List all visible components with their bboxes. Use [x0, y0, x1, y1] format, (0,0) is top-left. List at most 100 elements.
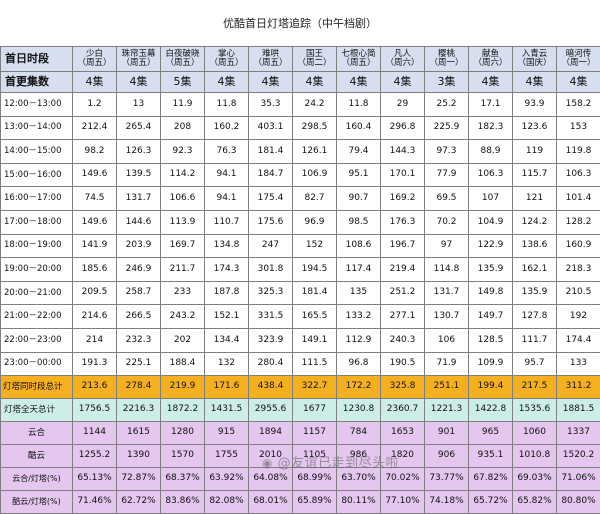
show-header: 难哄（周五） — [249, 47, 293, 72]
value-cell: 188.4 — [161, 352, 205, 376]
value-cell: 901 — [425, 422, 469, 445]
value-cell: 63.92% — [205, 468, 249, 491]
value-cell: 90.7 — [337, 187, 381, 211]
value-cell: 135.9 — [513, 281, 557, 305]
value-cell: 74.5 — [73, 187, 117, 211]
episodes-cell: 4集 — [337, 72, 381, 93]
value-cell: 182.3 — [469, 116, 513, 140]
value-cell: 1520.2 — [557, 445, 600, 468]
page: 优酷首日灯塔追踪（中午档剧） 首日时段少白（周五）珠帘玉幕（周五）白夜破晓（周五… — [0, 0, 600, 484]
value-cell: 438.4 — [249, 376, 293, 399]
value-cell: 104.9 — [469, 210, 513, 234]
value-cell: 246.9 — [117, 258, 161, 282]
value-cell: 296.8 — [381, 116, 425, 140]
value-cell: 192 — [557, 305, 600, 329]
value-cell: 110.7 — [205, 210, 249, 234]
value-cell: 126.3 — [117, 140, 161, 164]
value-cell: 181.4 — [249, 140, 293, 164]
value-cell: 232.3 — [117, 328, 161, 352]
value-cell: 109.9 — [469, 352, 513, 376]
value-cell: 149.7 — [469, 305, 513, 329]
value-cell: 94.1 — [205, 187, 249, 211]
value-cell: 122.9 — [469, 234, 513, 258]
value-cell: 72.87% — [117, 468, 161, 491]
show-header: 少白（周五） — [73, 47, 117, 72]
value-cell: 152 — [293, 234, 337, 258]
value-cell: 65.13% — [73, 468, 117, 491]
value-cell: 225.1 — [117, 352, 161, 376]
time-slot-label: 13:00－14:00 — [1, 116, 73, 140]
value-cell: 185.6 — [73, 258, 117, 282]
value-cell: 160.4 — [337, 116, 381, 140]
value-cell: 280.4 — [249, 352, 293, 376]
show-weekday: （周五） — [117, 59, 160, 68]
comparison-label: 酷云/灯塔(%) — [1, 491, 73, 514]
value-cell: 214.6 — [73, 305, 117, 329]
show-header: 暗河传（周一） — [557, 47, 600, 72]
value-cell: 171.6 — [205, 376, 249, 399]
value-cell: 128.5 — [469, 328, 513, 352]
value-cell: 101.4 — [557, 187, 600, 211]
value-cell: 218.3 — [557, 258, 600, 282]
value-cell: 322.7 — [293, 376, 337, 399]
value-cell: 144.3 — [381, 140, 425, 164]
show-header: 凡人（周六） — [381, 47, 425, 72]
value-cell: 325.8 — [381, 376, 425, 399]
value-cell: 190.5 — [381, 352, 425, 376]
show-weekday: （周六） — [381, 59, 424, 68]
value-cell: 278.4 — [117, 376, 161, 399]
show-header: 掌心（周五） — [205, 47, 249, 72]
watermark: ◉ @友谊已走到尽头啦 — [262, 452, 399, 471]
show-header: 国王（周二） — [293, 47, 337, 72]
value-cell: 144.6 — [117, 210, 161, 234]
value-cell: 965 — [469, 422, 513, 445]
value-cell: 108.6 — [337, 234, 381, 258]
value-cell: 82.7 — [293, 187, 337, 211]
value-cell: 175.6 — [249, 210, 293, 234]
show-weekday: （周二） — [293, 59, 336, 68]
value-cell: 117.4 — [337, 258, 381, 282]
value-cell: 258.7 — [117, 281, 161, 305]
value-cell: 119.8 — [557, 140, 600, 164]
value-cell: 210.5 — [557, 281, 600, 305]
show-header: 献鱼（周六） — [469, 47, 513, 72]
episodes-cell: 4集 — [381, 72, 425, 93]
value-cell: 96.9 — [293, 210, 337, 234]
episodes-cell: 4集 — [117, 72, 161, 93]
value-cell: 1255.2 — [73, 445, 117, 468]
value-cell: 915 — [205, 422, 249, 445]
value-cell: 208 — [161, 116, 205, 140]
value-cell: 1535.6 — [513, 399, 557, 422]
same-period-total-label: 灯塔同时段总计 — [1, 376, 73, 399]
value-cell: 158.2 — [557, 93, 600, 117]
value-cell: 213.6 — [73, 376, 117, 399]
episodes-cell: 3集 — [425, 72, 469, 93]
value-cell: 247 — [249, 234, 293, 258]
value-cell: 1390 — [117, 445, 161, 468]
comparison-label: 云合 — [1, 422, 73, 445]
value-cell: 115.7 — [513, 163, 557, 187]
value-cell: 65.82% — [513, 491, 557, 514]
value-cell: 1.2 — [73, 93, 117, 117]
value-cell: 106.6 — [161, 187, 205, 211]
value-cell: 114.8 — [425, 258, 469, 282]
show-header: 白夜破晓（周五） — [161, 47, 205, 72]
value-cell: 149.6 — [73, 210, 117, 234]
value-cell: 64.08% — [249, 468, 293, 491]
value-cell: 174.4 — [557, 328, 600, 352]
value-cell: 199.4 — [469, 376, 513, 399]
value-cell: 174.3 — [205, 258, 249, 282]
comparison-row: 云合/灯塔(%)65.13%72.87%68.37%63.92%64.08%68… — [1, 468, 600, 491]
value-cell: 251.1 — [425, 376, 469, 399]
comparison-label: 酷云 — [1, 445, 73, 468]
value-cell: 1570 — [161, 445, 205, 468]
value-cell: 243.2 — [161, 305, 205, 329]
episodes-cell: 4集 — [557, 72, 600, 93]
value-cell: 2216.3 — [117, 399, 161, 422]
time-slot-label: 17:00－18:00 — [1, 210, 73, 234]
